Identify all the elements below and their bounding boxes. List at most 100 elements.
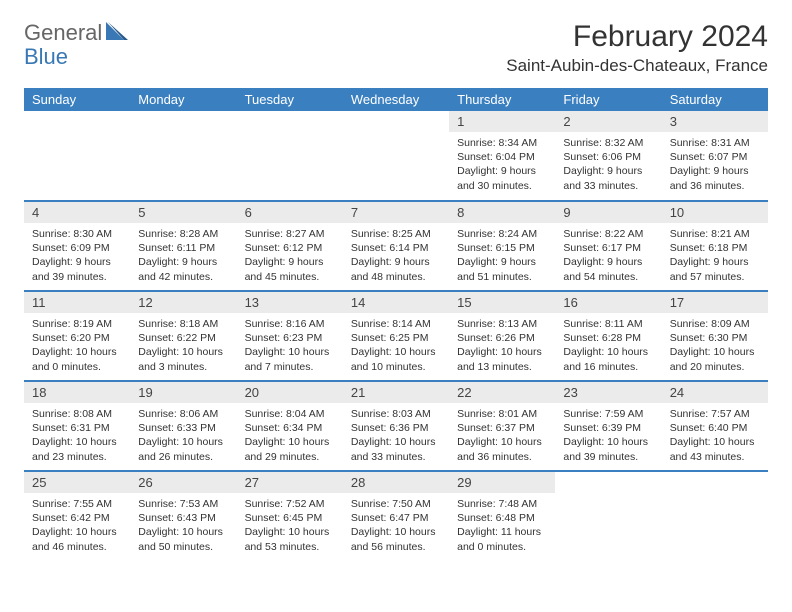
calendar-week-row: ....1Sunrise: 8:34 AMSunset: 6:04 PMDayl…	[24, 111, 768, 201]
calendar-week-row: 11Sunrise: 8:19 AMSunset: 6:20 PMDayligh…	[24, 291, 768, 381]
calendar-day-cell: 14Sunrise: 8:14 AMSunset: 6:25 PMDayligh…	[343, 291, 449, 381]
sunrise-text: Sunrise: 8:25 AM	[351, 227, 441, 241]
sunrise-text: Sunrise: 7:57 AM	[670, 407, 760, 421]
daylight-text-line1: Daylight: 10 hours	[351, 345, 441, 359]
calendar-day-cell: 27Sunrise: 7:52 AMSunset: 6:45 PMDayligh…	[237, 471, 343, 561]
daylight-text-line1: Daylight: 10 hours	[138, 345, 228, 359]
day-details: Sunrise: 8:24 AMSunset: 6:15 PMDaylight:…	[449, 223, 555, 288]
sunset-text: Sunset: 6:09 PM	[32, 241, 122, 255]
sunrise-text: Sunrise: 8:03 AM	[351, 407, 441, 421]
day-details: Sunrise: 7:53 AMSunset: 6:43 PMDaylight:…	[130, 493, 236, 558]
day-number: 4	[24, 202, 130, 223]
sunrise-text: Sunrise: 7:52 AM	[245, 497, 335, 511]
sunrise-text: Sunrise: 7:59 AM	[563, 407, 653, 421]
calendar-day-cell: 13Sunrise: 8:16 AMSunset: 6:23 PMDayligh…	[237, 291, 343, 381]
sunset-text: Sunset: 6:12 PM	[245, 241, 335, 255]
sunset-text: Sunset: 6:20 PM	[32, 331, 122, 345]
daylight-text-line1: Daylight: 9 hours	[32, 255, 122, 269]
calendar-day-cell: 15Sunrise: 8:13 AMSunset: 6:26 PMDayligh…	[449, 291, 555, 381]
daylight-text-line2: and 23 minutes.	[32, 450, 122, 464]
daylight-text-line1: Daylight: 10 hours	[138, 435, 228, 449]
logo-triangle-icon	[106, 20, 128, 46]
calendar-day-cell: 18Sunrise: 8:08 AMSunset: 6:31 PMDayligh…	[24, 381, 130, 471]
sunset-text: Sunset: 6:14 PM	[351, 241, 441, 255]
daylight-text-line2: and 48 minutes.	[351, 270, 441, 284]
day-details: Sunrise: 8:19 AMSunset: 6:20 PMDaylight:…	[24, 313, 130, 378]
day-details: Sunrise: 8:32 AMSunset: 6:06 PMDaylight:…	[555, 132, 661, 197]
sunset-text: Sunset: 6:45 PM	[245, 511, 335, 525]
day-number: 20	[237, 382, 343, 403]
daylight-text-line2: and 57 minutes.	[670, 270, 760, 284]
daylight-text-line1: Daylight: 9 hours	[670, 255, 760, 269]
day-details: Sunrise: 7:59 AMSunset: 6:39 PMDaylight:…	[555, 403, 661, 468]
calendar-day-cell: 26Sunrise: 7:53 AMSunset: 6:43 PMDayligh…	[130, 471, 236, 561]
sunrise-text: Sunrise: 8:14 AM	[351, 317, 441, 331]
calendar-day-cell: .	[24, 111, 130, 201]
day-details: Sunrise: 8:04 AMSunset: 6:34 PMDaylight:…	[237, 403, 343, 468]
sunrise-text: Sunrise: 8:13 AM	[457, 317, 547, 331]
calendar-day-cell: 19Sunrise: 8:06 AMSunset: 6:33 PMDayligh…	[130, 381, 236, 471]
day-number: 5	[130, 202, 236, 223]
daylight-text-line2: and 13 minutes.	[457, 360, 547, 374]
weekday-header: Sunday	[24, 88, 130, 111]
day-number: 15	[449, 292, 555, 313]
sunset-text: Sunset: 6:43 PM	[138, 511, 228, 525]
day-details: Sunrise: 7:52 AMSunset: 6:45 PMDaylight:…	[237, 493, 343, 558]
daylight-text-line1: Daylight: 10 hours	[138, 525, 228, 539]
sunset-text: Sunset: 6:23 PM	[245, 331, 335, 345]
daylight-text-line1: Daylight: 9 hours	[457, 164, 547, 178]
daylight-text-line1: Daylight: 11 hours	[457, 525, 547, 539]
day-details: Sunrise: 8:18 AMSunset: 6:22 PMDaylight:…	[130, 313, 236, 378]
brand-part1: General	[24, 20, 102, 46]
calendar-week-row: 4Sunrise: 8:30 AMSunset: 6:09 PMDaylight…	[24, 201, 768, 291]
calendar-day-cell: 21Sunrise: 8:03 AMSunset: 6:36 PMDayligh…	[343, 381, 449, 471]
sunset-text: Sunset: 6:22 PM	[138, 331, 228, 345]
calendar-day-cell: .	[237, 111, 343, 201]
sunrise-text: Sunrise: 8:31 AM	[670, 136, 760, 150]
daylight-text-line2: and 10 minutes.	[351, 360, 441, 374]
day-details: Sunrise: 8:03 AMSunset: 6:36 PMDaylight:…	[343, 403, 449, 468]
brand-part2: Blue	[24, 44, 68, 70]
calendar-day-cell: 3Sunrise: 8:31 AMSunset: 6:07 PMDaylight…	[662, 111, 768, 201]
day-number: 28	[343, 472, 449, 493]
day-number: 9	[555, 202, 661, 223]
daylight-text-line1: Daylight: 9 hours	[563, 255, 653, 269]
daylight-text-line2: and 20 minutes.	[670, 360, 760, 374]
sunset-text: Sunset: 6:06 PM	[563, 150, 653, 164]
daylight-text-line1: Daylight: 10 hours	[670, 435, 760, 449]
day-details: Sunrise: 8:13 AMSunset: 6:26 PMDaylight:…	[449, 313, 555, 378]
sunset-text: Sunset: 6:37 PM	[457, 421, 547, 435]
sunset-text: Sunset: 6:33 PM	[138, 421, 228, 435]
sunrise-text: Sunrise: 8:09 AM	[670, 317, 760, 331]
calendar-day-cell: 11Sunrise: 8:19 AMSunset: 6:20 PMDayligh…	[24, 291, 130, 381]
daylight-text-line2: and 42 minutes.	[138, 270, 228, 284]
calendar-day-cell: 1Sunrise: 8:34 AMSunset: 6:04 PMDaylight…	[449, 111, 555, 201]
sunset-text: Sunset: 6:28 PM	[563, 331, 653, 345]
sunrise-text: Sunrise: 8:27 AM	[245, 227, 335, 241]
sunrise-text: Sunrise: 7:55 AM	[32, 497, 122, 511]
sunset-text: Sunset: 6:07 PM	[670, 150, 760, 164]
sunset-text: Sunset: 6:40 PM	[670, 421, 760, 435]
day-number: 2	[555, 111, 661, 132]
location-label: Saint-Aubin-des-Chateaux, France	[506, 56, 768, 76]
day-number: 7	[343, 202, 449, 223]
sunrise-text: Sunrise: 8:21 AM	[670, 227, 760, 241]
daylight-text-line1: Daylight: 9 hours	[670, 164, 760, 178]
calendar-day-cell: 5Sunrise: 8:28 AMSunset: 6:11 PMDaylight…	[130, 201, 236, 291]
daylight-text-line2: and 36 minutes.	[457, 450, 547, 464]
title-block: February 2024 Saint-Aubin-des-Chateaux, …	[506, 20, 768, 76]
sunset-text: Sunset: 6:25 PM	[351, 331, 441, 345]
calendar-table: Sunday Monday Tuesday Wednesday Thursday…	[24, 88, 768, 561]
daylight-text-line2: and 3 minutes.	[138, 360, 228, 374]
daylight-text-line2: and 54 minutes.	[563, 270, 653, 284]
daylight-text-line1: Daylight: 9 hours	[351, 255, 441, 269]
day-details: Sunrise: 8:21 AMSunset: 6:18 PMDaylight:…	[662, 223, 768, 288]
day-details: Sunrise: 8:14 AMSunset: 6:25 PMDaylight:…	[343, 313, 449, 378]
calendar-day-cell: 23Sunrise: 7:59 AMSunset: 6:39 PMDayligh…	[555, 381, 661, 471]
weekday-header: Wednesday	[343, 88, 449, 111]
calendar-day-cell: 8Sunrise: 8:24 AMSunset: 6:15 PMDaylight…	[449, 201, 555, 291]
day-number: 1	[449, 111, 555, 132]
sunset-text: Sunset: 6:11 PM	[138, 241, 228, 255]
daylight-text-line2: and 51 minutes.	[457, 270, 547, 284]
weekday-header: Thursday	[449, 88, 555, 111]
